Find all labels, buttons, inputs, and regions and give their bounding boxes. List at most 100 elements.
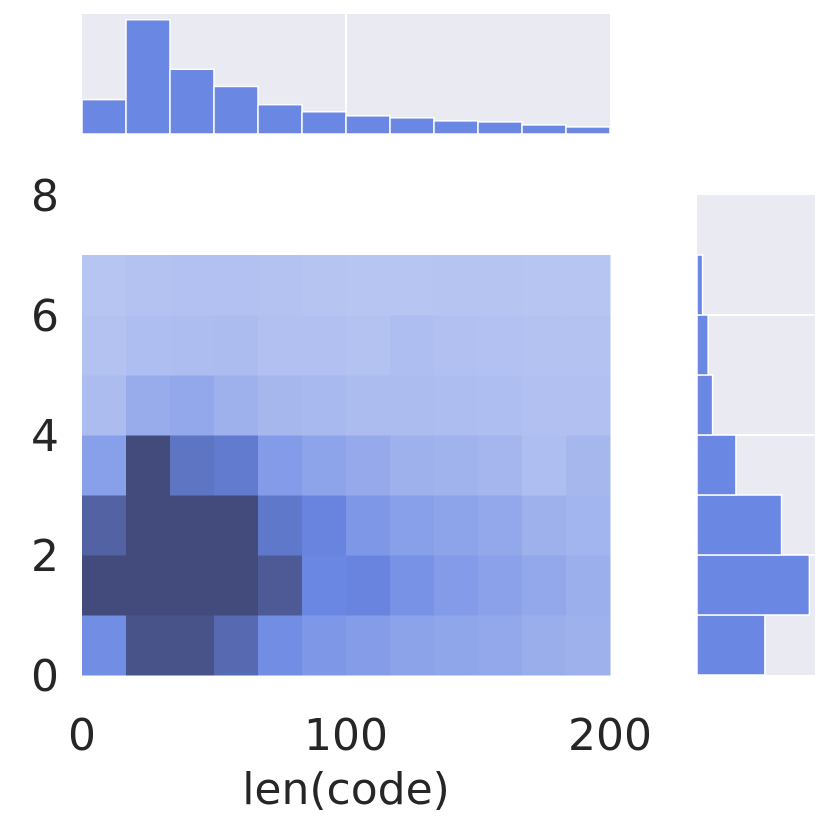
heatmap-cell: [126, 375, 171, 436]
heatmap-cell: [214, 435, 259, 496]
heatmap-cell: [433, 555, 479, 616]
heatmap-cell: [478, 435, 523, 496]
heatmap-cell: [301, 435, 347, 496]
top-marginal-bar: [345, 115, 391, 135]
heatmap-cell: [433, 255, 479, 316]
heatmap-cell: [258, 435, 303, 496]
y-tick-label: 6: [31, 291, 59, 342]
heatmap-cell: [390, 555, 435, 616]
heatmap-cell: [522, 255, 567, 316]
heatmap-cell: [565, 435, 611, 496]
top-marginal-bar: [521, 124, 567, 135]
heatmap-cell: [390, 315, 435, 376]
heatmap-cell: [478, 375, 523, 436]
top-marginal-bar: [257, 103, 303, 135]
heatmap-cell: [82, 615, 127, 676]
top-marginal-bars: [81, 18, 611, 135]
heatmap-cell: [433, 615, 479, 676]
heatmap-cell: [258, 315, 303, 376]
heatmap-cell: [390, 375, 435, 436]
right-marginal-panel: [696, 195, 815, 676]
right-marginal-bar: [696, 614, 766, 676]
heatmap-cell: [82, 555, 127, 616]
heatmap-cell: [258, 375, 303, 436]
heatmap-cell: [126, 555, 171, 616]
heatmap-cell: [214, 255, 259, 316]
heatmap-cell: [433, 315, 479, 376]
heatmap-cell: [82, 255, 127, 316]
top-marginal-bar: [565, 126, 611, 135]
right-marginal-bar: [696, 554, 811, 616]
heatmap-cell: [346, 615, 391, 676]
heatmap-cell: [478, 555, 523, 616]
y-tick-label: 2: [31, 531, 59, 582]
y-tick-labels: 0 2 4 6 8: [31, 171, 59, 702]
heatmap-cell: [258, 255, 303, 316]
right-marginal-bars: [696, 254, 811, 676]
heatmap-cell: [169, 435, 215, 496]
heatmap-cell: [214, 495, 259, 556]
heatmap-cell: [169, 495, 215, 556]
heatmap-cell: [258, 615, 303, 676]
x-tick-labels: 0 100 200: [68, 710, 652, 761]
heatmap-cell: [565, 615, 611, 676]
heatmap-cell: [390, 435, 435, 496]
heatmap-cell: [301, 255, 347, 316]
top-marginal-panel: [81, 14, 611, 135]
heatmap-cells: [82, 255, 611, 676]
right-marginal-bar: [696, 374, 714, 436]
x-tick-label: 0: [68, 710, 96, 761]
heatmap-cell: [82, 375, 127, 436]
y-tick-label: 8: [31, 171, 59, 222]
heatmap-cell: [346, 555, 391, 616]
top-marginal-bar: [169, 68, 215, 135]
heatmap-cell: [565, 375, 611, 436]
heatmap-cell: [346, 495, 391, 556]
heatmap-cell: [126, 255, 171, 316]
right-marginal-bar: [696, 314, 709, 376]
heatmap-cell: [433, 495, 479, 556]
heatmap-cell: [126, 435, 171, 496]
x-axis-label: len(code): [242, 764, 450, 815]
main-plot-panel: [82, 195, 611, 676]
top-marginal-bar: [433, 120, 479, 135]
heatmap-cell: [522, 435, 567, 496]
heatmap-cell: [522, 555, 567, 616]
y-tick-label: 0: [31, 651, 59, 702]
heatmap-cell: [169, 555, 215, 616]
heatmap-cell: [214, 615, 259, 676]
heatmap-cell: [522, 315, 567, 376]
heatmap-cell: [346, 315, 391, 376]
heatmap-cell: [126, 495, 171, 556]
heatmap-cell: [478, 615, 523, 676]
heatmap-cell: [169, 375, 215, 436]
right-marginal-bar: [696, 254, 704, 316]
heatmap-cell: [214, 375, 259, 436]
top-marginal-bar: [125, 18, 171, 135]
x-tick-label: 100: [304, 710, 388, 761]
heatmap-cell: [390, 255, 435, 316]
heatmap-cell: [126, 315, 171, 376]
heatmap-cell: [301, 315, 347, 376]
heatmap-cell: [346, 255, 391, 316]
heatmap-cell: [82, 315, 127, 376]
heatmap-cell: [390, 615, 435, 676]
heatmap-cell: [301, 615, 347, 676]
heatmap-cell: [169, 255, 215, 316]
heatmap-cell: [301, 555, 347, 616]
y-tick-label: 4: [31, 411, 59, 462]
heatmap-cell: [565, 255, 611, 316]
heatmap-cell: [478, 495, 523, 556]
heatmap-cell: [214, 555, 259, 616]
heatmap-cell: [126, 615, 171, 676]
heatmap-cell: [82, 435, 127, 496]
heatmap-cell: [301, 375, 347, 436]
heatmap-cell: [478, 315, 523, 376]
top-marginal-bar: [213, 85, 259, 135]
top-marginal-bar: [389, 117, 435, 135]
heatmap-cell: [565, 495, 611, 556]
heatmap-cell: [169, 615, 215, 676]
heatmap-cell: [82, 495, 127, 556]
right-marginal-bar: [696, 434, 737, 496]
top-marginal-bar: [301, 110, 347, 135]
